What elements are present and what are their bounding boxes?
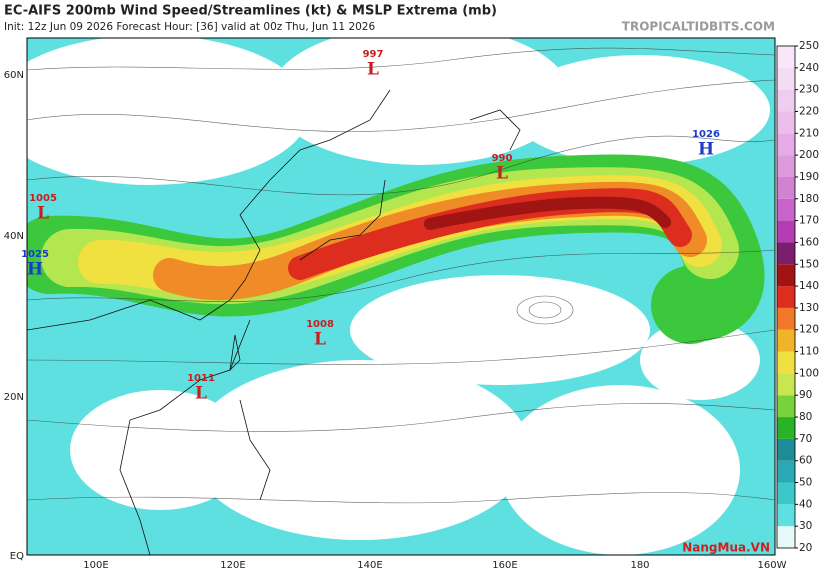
pressure-value: 1008 (306, 319, 334, 330)
longitude-label: 180 (630, 560, 649, 571)
longitude-label: 160W (758, 560, 787, 571)
pressure-letter: L (37, 204, 49, 224)
colorbar-cell (777, 307, 795, 330)
colorbar-label: 20 (799, 542, 812, 554)
latitude-label: EQ (10, 551, 24, 562)
colorbar-cell (777, 111, 795, 134)
pressure-value: 1025 (21, 249, 49, 260)
colorbar-cell (777, 67, 795, 90)
colorbar-cell (777, 133, 795, 156)
colorbar-label: 210 (799, 127, 819, 139)
colorbar-cell (777, 460, 795, 483)
colorbar-cell (777, 395, 795, 418)
longitude-label: 140E (357, 560, 382, 571)
colorbar-label: 140 (799, 280, 819, 292)
pressure-letter: L (367, 60, 379, 80)
site-credit: TROPICALTIDBITS.COM (622, 20, 775, 34)
colorbar-label: 200 (799, 149, 819, 161)
colorbar-label: 40 (799, 498, 812, 510)
pressure-value: 1005 (29, 193, 57, 204)
pressure-letter: L (314, 330, 326, 350)
colorbar-cell (777, 46, 795, 68)
pressure-letter: H (27, 260, 43, 280)
colorbar-cell (777, 220, 795, 243)
colorbar-label: 60 (799, 455, 812, 467)
colorbar-label: 70 (799, 433, 812, 445)
pressure-value: 1011 (187, 373, 215, 384)
map-subtitle: Init: 12z Jun 09 2026 Forecast Hour: [36… (4, 21, 375, 33)
colorbar-cell (777, 504, 795, 527)
colorbar-cell (777, 417, 795, 439)
map-frame (26, 37, 776, 556)
colorbar-label: 220 (799, 105, 819, 117)
longitude-label: 100E (83, 560, 108, 571)
colorbar-label: 170 (799, 215, 819, 227)
colorbar-label: 110 (799, 346, 819, 358)
colorbar-cell (777, 89, 795, 112)
colorbar-label: 30 (799, 520, 812, 532)
colorbar-frame (776, 45, 796, 549)
colorbar-label: 250 (799, 40, 819, 52)
low-wind-areas (27, 38, 770, 555)
colorbar-label: 80 (799, 411, 812, 423)
colorbar-cell (777, 482, 795, 505)
colorbar-cell (777, 155, 795, 177)
colorbar-label: 240 (799, 62, 819, 74)
map-area (27, 38, 775, 555)
watermark: NangMua.VN (682, 541, 770, 555)
colorbar-label: 90 (799, 389, 812, 401)
longitude-label: 120E (220, 560, 245, 571)
colorbar-cell (777, 373, 795, 396)
jet-stream (27, 154, 765, 344)
colorbar-label: 230 (799, 84, 819, 96)
coastlines (27, 89, 521, 555)
colorbar-label: 150 (799, 258, 819, 270)
streamlines (27, 47, 775, 504)
latitude-label: 20N (4, 392, 24, 403)
pressure-letter: L (195, 384, 207, 404)
map-title: EC-AIFS 200mb Wind Speed/Streamlines (kt… (4, 4, 497, 19)
pressure-value: 990 (492, 153, 513, 164)
colorbar-cell (777, 286, 795, 308)
latitude-label: 40N (4, 231, 24, 242)
colorbar-label: 100 (799, 367, 819, 379)
pressure-value: 997 (363, 49, 384, 60)
colorbar-label: 160 (799, 236, 819, 248)
pressure-value: 1026 (692, 129, 720, 140)
colorbar-label: 190 (799, 171, 819, 183)
colorbar-label: 120 (799, 324, 819, 336)
colorbar-label: 130 (799, 302, 819, 314)
latitude-label: 60N (4, 70, 24, 81)
pressure-letter: H (698, 140, 714, 160)
colorbar-cell (777, 438, 795, 461)
colorbar-cell (777, 351, 795, 374)
colorbar-cell (777, 329, 795, 352)
colorbar-cell (777, 198, 795, 221)
colorbar-cell (777, 526, 795, 548)
pressure-letter: L (496, 164, 508, 184)
colorbar-cell (777, 176, 795, 199)
colorbar-label: 50 (799, 477, 812, 489)
colorbar-cell (777, 242, 795, 265)
colorbar-cell (777, 264, 795, 287)
colorbar-label: 180 (799, 193, 819, 205)
longitude-label: 160E (492, 560, 517, 571)
